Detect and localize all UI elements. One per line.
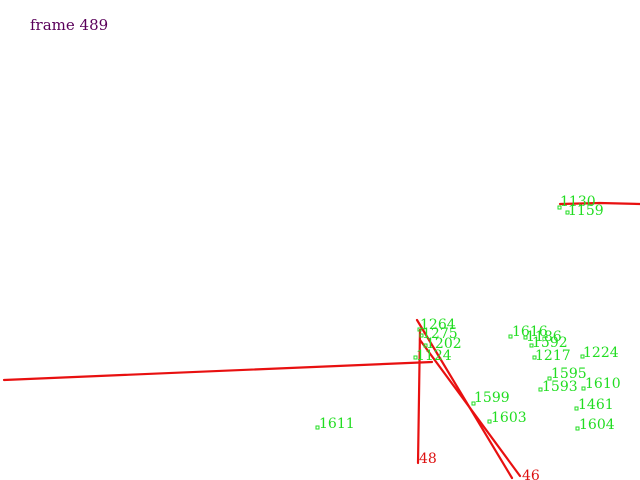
point-label: 1130 (560, 194, 596, 210)
point-label: 1202 (426, 336, 462, 352)
point-label: 1592 (532, 335, 568, 351)
point-marker (471, 401, 476, 406)
point-marker (529, 343, 534, 348)
point-label: 1224 (583, 345, 619, 361)
point-marker (523, 335, 528, 340)
point-marker (547, 376, 552, 381)
point-label: 1461 (578, 397, 614, 413)
track-line (2, 360, 434, 382)
point-marker (574, 406, 579, 411)
point-marker (315, 425, 320, 430)
point-marker (487, 419, 492, 424)
point-label: 1159 (568, 203, 604, 219)
point-label: 1604 (579, 417, 615, 433)
point-markers (315, 205, 586, 431)
point-marker (538, 387, 543, 392)
point-label: 1610 (585, 376, 621, 392)
point-label: 1275 (422, 326, 458, 342)
track-line (416, 328, 422, 465)
point-label: 1593 (542, 379, 578, 395)
point-label: 1595 (551, 366, 587, 382)
point-label: 1599 (474, 390, 510, 406)
point-label: 1186 (526, 329, 562, 345)
point-marker (423, 343, 428, 348)
track-lines (2, 201, 640, 480)
point-label: 1603 (491, 410, 527, 426)
track-line (558, 201, 640, 206)
point-marker (419, 333, 424, 338)
point-marker (417, 327, 422, 332)
track-label: 48 (419, 451, 437, 467)
track-label: 46 (522, 468, 540, 480)
point-label: 1611 (319, 416, 355, 432)
point-marker (580, 354, 585, 359)
point-label: 1264 (420, 317, 456, 333)
point-marker (581, 386, 586, 391)
point-label: 1217 (535, 348, 571, 364)
point-marker (508, 334, 513, 339)
point-marker (532, 355, 537, 360)
point-marker (557, 205, 562, 210)
frame-label: frame 489 (30, 16, 108, 34)
point-label: 1616 (512, 324, 548, 340)
point-label: 1124 (416, 348, 452, 364)
point-marker (413, 355, 418, 360)
track-line (418, 338, 522, 478)
point-marker (575, 426, 580, 431)
point-marker (565, 210, 570, 215)
